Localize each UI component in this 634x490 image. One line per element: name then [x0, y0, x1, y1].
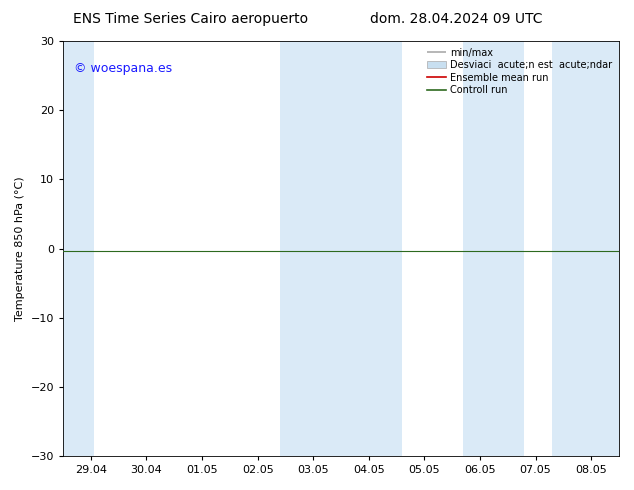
- Bar: [552, 41, 619, 456]
- Bar: [463, 41, 524, 456]
- Bar: [280, 41, 402, 456]
- Legend: min/max, Desviaci  acute;n est  acute;ndar, Ensemble mean run, Controll run: min/max, Desviaci acute;n est acute;ndar…: [425, 46, 614, 97]
- Y-axis label: Temperature 850 hPa (°C): Temperature 850 hPa (°C): [15, 176, 25, 321]
- Text: dom. 28.04.2024 09 UTC: dom. 28.04.2024 09 UTC: [370, 12, 543, 26]
- Text: ENS Time Series Cairo aeropuerto: ENS Time Series Cairo aeropuerto: [73, 12, 307, 26]
- Text: © woespana.es: © woespana.es: [74, 62, 172, 75]
- Bar: [63, 41, 94, 456]
